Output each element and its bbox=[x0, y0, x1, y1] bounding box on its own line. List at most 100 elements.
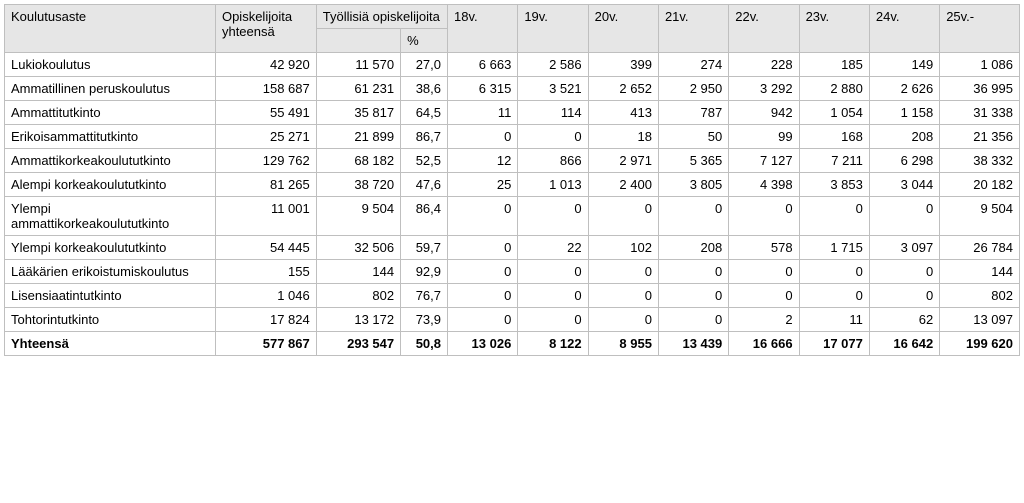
header-opiskelijoita: Opiskelijoita yhteensä bbox=[215, 5, 316, 53]
cell-age-3: 787 bbox=[658, 101, 728, 125]
table-row: Ylempi korkeakoulututkinto54 44532 50659… bbox=[5, 236, 1020, 260]
header-koulutusaste: Koulutusaste bbox=[5, 5, 216, 53]
cell-employed: 35 817 bbox=[316, 101, 400, 125]
cell-age-1: 1 013 bbox=[518, 173, 588, 197]
cell-employed: 144 bbox=[316, 260, 400, 284]
cell-total: 81 265 bbox=[215, 173, 316, 197]
cell-age-2: 2 652 bbox=[588, 77, 658, 101]
cell-age-4: 0 bbox=[729, 260, 799, 284]
cell-age-7: 38 332 bbox=[940, 149, 1020, 173]
cell-employed: 68 182 bbox=[316, 149, 400, 173]
cell-employed: 802 bbox=[316, 284, 400, 308]
cell-age-6: 3 097 bbox=[869, 236, 939, 260]
cell-age-3: 50 bbox=[658, 125, 728, 149]
education-table: Koulutusaste Opiskelijoita yhteensä Työl… bbox=[4, 4, 1020, 356]
cell-age-5: 0 bbox=[799, 260, 869, 284]
cell-age-0: 6 315 bbox=[448, 77, 518, 101]
cell-pct: 38,6 bbox=[401, 77, 448, 101]
cell-age-7: 144 bbox=[940, 260, 1020, 284]
cell-age-3: 5 365 bbox=[658, 149, 728, 173]
table-row: Ammattikorkeakoulututkinto129 76268 1825… bbox=[5, 149, 1020, 173]
header-emp-blank bbox=[316, 29, 400, 53]
cell-age-6: 16 642 bbox=[869, 332, 939, 356]
cell-age-3: 2 950 bbox=[658, 77, 728, 101]
cell-total: 155 bbox=[215, 260, 316, 284]
cell-age-4: 2 bbox=[729, 308, 799, 332]
cell-age-0: 12 bbox=[448, 149, 518, 173]
cell-age-3: 0 bbox=[658, 260, 728, 284]
cell-age-7: 21 356 bbox=[940, 125, 1020, 149]
cell-age-3: 274 bbox=[658, 53, 728, 77]
cell-age-2: 2 971 bbox=[588, 149, 658, 173]
cell-total: 11 001 bbox=[215, 197, 316, 236]
cell-age-7: 1 086 bbox=[940, 53, 1020, 77]
cell-age-4: 942 bbox=[729, 101, 799, 125]
table-row: Lääkärien erikoistumiskoulutus15514492,9… bbox=[5, 260, 1020, 284]
table-row: Erikoisammattitutkinto25 27121 89986,700… bbox=[5, 125, 1020, 149]
cell-employed: 11 570 bbox=[316, 53, 400, 77]
cell-age-2: 413 bbox=[588, 101, 658, 125]
row-label: Lukiokoulutus bbox=[5, 53, 216, 77]
cell-age-1: 0 bbox=[518, 260, 588, 284]
header-age-24: 24v. bbox=[869, 5, 939, 53]
cell-age-4: 3 292 bbox=[729, 77, 799, 101]
cell-age-1: 0 bbox=[518, 308, 588, 332]
cell-employed: 21 899 bbox=[316, 125, 400, 149]
cell-pct: 86,7 bbox=[401, 125, 448, 149]
cell-age-5: 185 bbox=[799, 53, 869, 77]
cell-age-2: 0 bbox=[588, 260, 658, 284]
cell-pct: 92,9 bbox=[401, 260, 448, 284]
row-label: Alempi korkeakoulututkinto bbox=[5, 173, 216, 197]
cell-age-6: 62 bbox=[869, 308, 939, 332]
table-row: Ylempi ammattikorkeakoulututkinto11 001 9… bbox=[5, 197, 1020, 236]
cell-pct: 27,0 bbox=[401, 53, 448, 77]
cell-age-1: 8 122 bbox=[518, 332, 588, 356]
cell-total: 158 687 bbox=[215, 77, 316, 101]
cell-employed: 38 720 bbox=[316, 173, 400, 197]
cell-employed: 293 547 bbox=[316, 332, 400, 356]
row-label: Ylempi ammattikorkeakoulututkinto bbox=[5, 197, 216, 236]
table-total-row: Yhteensä577 867293 54750,813 0268 1228 9… bbox=[5, 332, 1020, 356]
header-age-21: 21v. bbox=[658, 5, 728, 53]
cell-age-6: 0 bbox=[869, 197, 939, 236]
cell-total: 1 046 bbox=[215, 284, 316, 308]
cell-total: 129 762 bbox=[215, 149, 316, 173]
cell-age-2: 102 bbox=[588, 236, 658, 260]
cell-total: 577 867 bbox=[215, 332, 316, 356]
header-tyollisia: Työllisiä opiskelijoita bbox=[316, 5, 447, 29]
cell-age-2: 0 bbox=[588, 197, 658, 236]
table-row: Ammattitutkinto55 49135 81764,5111144137… bbox=[5, 101, 1020, 125]
cell-age-2: 0 bbox=[588, 284, 658, 308]
row-label: Yhteensä bbox=[5, 332, 216, 356]
cell-age-1: 0 bbox=[518, 125, 588, 149]
cell-age-0: 0 bbox=[448, 236, 518, 260]
cell-pct: 47,6 bbox=[401, 173, 448, 197]
cell-age-5: 168 bbox=[799, 125, 869, 149]
row-label: Ammatillinen peruskoulutus bbox=[5, 77, 216, 101]
cell-age-5: 1 054 bbox=[799, 101, 869, 125]
table-body: Lukiokoulutus42 92011 57027,06 6632 5863… bbox=[5, 53, 1020, 356]
cell-age-0: 25 bbox=[448, 173, 518, 197]
cell-employed: 13 172 bbox=[316, 308, 400, 332]
header-age-18: 18v. bbox=[448, 5, 518, 53]
cell-age-6: 208 bbox=[869, 125, 939, 149]
cell-age-4: 99 bbox=[729, 125, 799, 149]
cell-age-7: 9 504 bbox=[940, 197, 1020, 236]
cell-age-5: 17 077 bbox=[799, 332, 869, 356]
cell-pct: 50,8 bbox=[401, 332, 448, 356]
cell-age-5: 3 853 bbox=[799, 173, 869, 197]
cell-age-7: 199 620 bbox=[940, 332, 1020, 356]
cell-age-7: 36 995 bbox=[940, 77, 1020, 101]
cell-total: 54 445 bbox=[215, 236, 316, 260]
cell-total: 25 271 bbox=[215, 125, 316, 149]
cell-age-6: 1 158 bbox=[869, 101, 939, 125]
header-age-22: 22v. bbox=[729, 5, 799, 53]
cell-age-2: 399 bbox=[588, 53, 658, 77]
cell-age-0: 0 bbox=[448, 284, 518, 308]
cell-age-0: 0 bbox=[448, 125, 518, 149]
cell-age-5: 2 880 bbox=[799, 77, 869, 101]
cell-age-6: 2 626 bbox=[869, 77, 939, 101]
cell-pct: 64,5 bbox=[401, 101, 448, 125]
cell-age-4: 578 bbox=[729, 236, 799, 260]
cell-age-2: 18 bbox=[588, 125, 658, 149]
